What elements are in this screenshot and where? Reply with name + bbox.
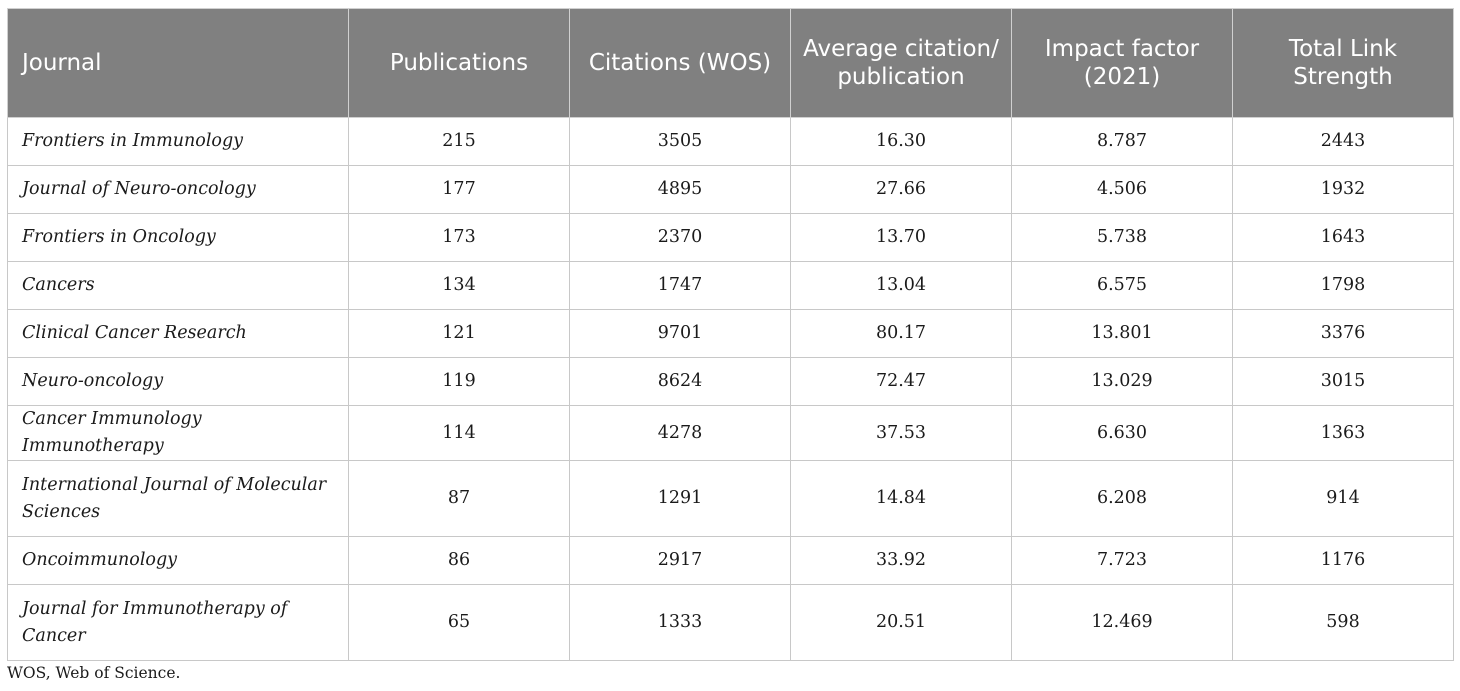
tls-cell: 3015 [1232, 357, 1454, 406]
citations-cell: 4895 [569, 165, 791, 214]
average-cell: 33.92 [790, 536, 1012, 585]
tls-cell: 1176 [1232, 536, 1454, 585]
publications-cell: 65 [348, 584, 570, 661]
table-row: International Journal of Molecular Scien… [7, 460, 1454, 537]
average-cell: 72.47 [790, 357, 1012, 406]
header-average-citation: Average citation/ publication [790, 8, 1012, 118]
citations-cell: 1291 [569, 460, 791, 537]
header-publications: Publications [348, 8, 570, 118]
header-total-link-strength: Total Link Strength [1232, 8, 1454, 118]
header-row: Journal Publications Citations (WOS) Ave… [7, 8, 1454, 118]
publications-cell: 86 [348, 536, 570, 585]
journal-cell: Cancers [7, 261, 349, 310]
tls-cell: 598 [1232, 584, 1454, 661]
publications-cell: 114 [348, 405, 570, 461]
publications-cell: 121 [348, 309, 570, 358]
tls-cell: 1643 [1232, 213, 1454, 262]
citations-cell: 2917 [569, 536, 791, 585]
publications-cell: 87 [348, 460, 570, 537]
publications-cell: 134 [348, 261, 570, 310]
citations-cell: 8624 [569, 357, 791, 406]
impact-cell: 6.575 [1011, 261, 1233, 310]
citations-cell: 3505 [569, 117, 791, 166]
journal-cell: Cancer Immunology Immunotherapy [7, 405, 349, 461]
table-row: Journal of Neuro-oncology 177 4895 27.66… [7, 165, 1454, 214]
average-cell: 13.70 [790, 213, 1012, 262]
impact-cell: 13.029 [1011, 357, 1233, 406]
table-row: Frontiers in Immunology 215 3505 16.30 8… [7, 117, 1454, 166]
table-row: Cancer Immunology Immunotherapy 114 4278… [7, 405, 1454, 461]
publications-cell: 173 [348, 213, 570, 262]
citations-cell: 1333 [569, 584, 791, 661]
publications-cell: 177 [348, 165, 570, 214]
citations-cell: 2370 [569, 213, 791, 262]
impact-cell: 8.787 [1011, 117, 1233, 166]
table-header: Journal Publications Citations (WOS) Ave… [7, 8, 1454, 118]
impact-cell: 5.738 [1011, 213, 1233, 262]
journal-cell: Journal for Immunotherapy of Cancer [7, 584, 349, 661]
publications-cell: 119 [348, 357, 570, 406]
average-cell: 80.17 [790, 309, 1012, 358]
publications-cell: 215 [348, 117, 570, 166]
citations-cell: 1747 [569, 261, 791, 310]
journal-cell: Clinical Cancer Research [7, 309, 349, 358]
impact-cell: 4.506 [1011, 165, 1233, 214]
journal-cell: Frontiers in Oncology [7, 213, 349, 262]
average-cell: 16.30 [790, 117, 1012, 166]
impact-cell: 12.469 [1011, 584, 1233, 661]
average-cell: 37.53 [790, 405, 1012, 461]
tls-cell: 2443 [1232, 117, 1454, 166]
header-journal: Journal [7, 8, 349, 118]
tls-cell: 914 [1232, 460, 1454, 537]
tls-cell: 1798 [1232, 261, 1454, 310]
table-row: Neuro-oncology 119 8624 72.47 13.029 301… [7, 357, 1454, 406]
citations-cell: 9701 [569, 309, 791, 358]
average-cell: 13.04 [790, 261, 1012, 310]
journal-statistics-table: Journal Publications Citations (WOS) Ave… [7, 8, 1454, 661]
journal-cell: Neuro-oncology [7, 357, 349, 406]
average-cell: 27.66 [790, 165, 1012, 214]
average-cell: 14.84 [790, 460, 1012, 537]
tls-cell: 1363 [1232, 405, 1454, 461]
table-row: Clinical Cancer Research 121 9701 80.17 … [7, 309, 1454, 358]
impact-cell: 13.801 [1011, 309, 1233, 358]
journal-cell: Journal of Neuro-oncology [7, 165, 349, 214]
table-footnote: WOS, Web of Science. [7, 664, 181, 682]
impact-cell: 6.630 [1011, 405, 1233, 461]
tls-cell: 1932 [1232, 165, 1454, 214]
table-row: Frontiers in Oncology 173 2370 13.70 5.7… [7, 213, 1454, 262]
header-impact-factor: Impact factor (2021) [1011, 8, 1233, 118]
table-row: Cancers 134 1747 13.04 6.575 1798 [7, 261, 1454, 310]
citations-cell: 4278 [569, 405, 791, 461]
table-row: Oncoimmunology 86 2917 33.92 7.723 1176 [7, 536, 1454, 585]
journal-cell: Frontiers in Immunology [7, 117, 349, 166]
impact-cell: 6.208 [1011, 460, 1233, 537]
header-citations: Citations (WOS) [569, 8, 791, 118]
table-row: Journal for Immunotherapy of Cancer 65 1… [7, 584, 1454, 661]
table-body: Frontiers in Immunology 215 3505 16.30 8… [7, 117, 1454, 661]
journal-cell: International Journal of Molecular Scien… [7, 460, 349, 537]
average-cell: 20.51 [790, 584, 1012, 661]
impact-cell: 7.723 [1011, 536, 1233, 585]
tls-cell: 3376 [1232, 309, 1454, 358]
journal-cell: Oncoimmunology [7, 536, 349, 585]
